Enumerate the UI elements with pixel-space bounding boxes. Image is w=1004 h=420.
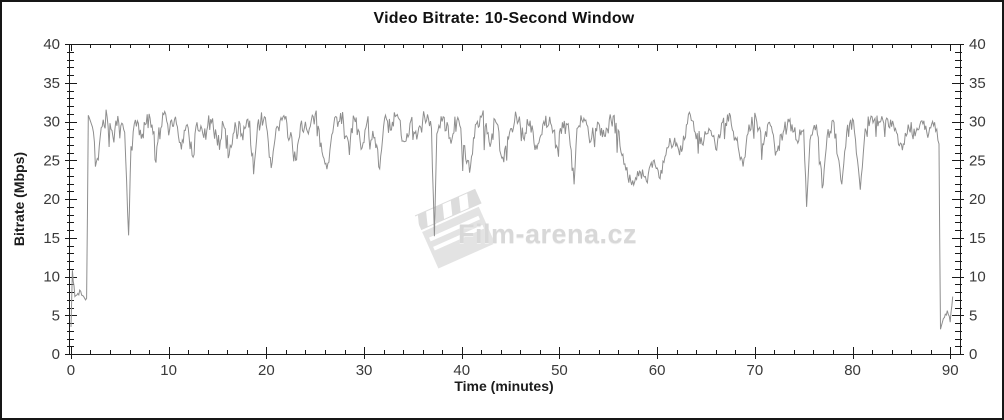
y-tick-label-left: 20	[43, 191, 60, 208]
x-axis-label: Time (minutes)	[454, 378, 554, 394]
y-tick-label-left: 10	[43, 269, 60, 286]
plot-frame	[69, 44, 961, 355]
y-tick-label-right: 35	[969, 75, 986, 92]
y-tick-label-left: 5	[52, 307, 60, 324]
x-tick-label: 10	[160, 362, 177, 379]
x-tick-label: 50	[551, 362, 568, 379]
bitrate-line	[70, 109, 954, 330]
y-tick-label-left: 30	[43, 114, 60, 131]
y-tick-label-right: 30	[969, 114, 986, 131]
x-tick-label: 40	[453, 362, 470, 379]
y-tick-label-right: 15	[969, 230, 986, 247]
y-tick-label-right: 0	[969, 346, 977, 363]
x-tick-label: 30	[356, 362, 373, 379]
axis-ticks	[65, 44, 964, 359]
x-tick-label: 60	[649, 362, 666, 379]
x-tick-label: 70	[746, 362, 763, 379]
y-tick-label-right: 25	[969, 152, 986, 169]
y-tick-label-right: 5	[969, 307, 977, 324]
y-tick-label-left: 0	[52, 346, 60, 363]
y-tick-label-right: 20	[969, 191, 986, 208]
y-tick-label-right: 10	[969, 269, 986, 286]
x-tick-label: 20	[258, 362, 275, 379]
y-tick-label-left: 35	[43, 75, 60, 92]
x-tick-label: 90	[942, 362, 959, 379]
x-tick-label: 80	[844, 362, 861, 379]
y-tick-label-right: 40	[969, 36, 986, 53]
y-tick-label-left: 40	[43, 36, 60, 53]
y-tick-label-left: 15	[43, 230, 60, 247]
y-tick-label-left: 25	[43, 152, 60, 169]
x-tick-label: 0	[67, 362, 75, 379]
chart-title: Video Bitrate: 10-Second Window	[373, 10, 635, 27]
